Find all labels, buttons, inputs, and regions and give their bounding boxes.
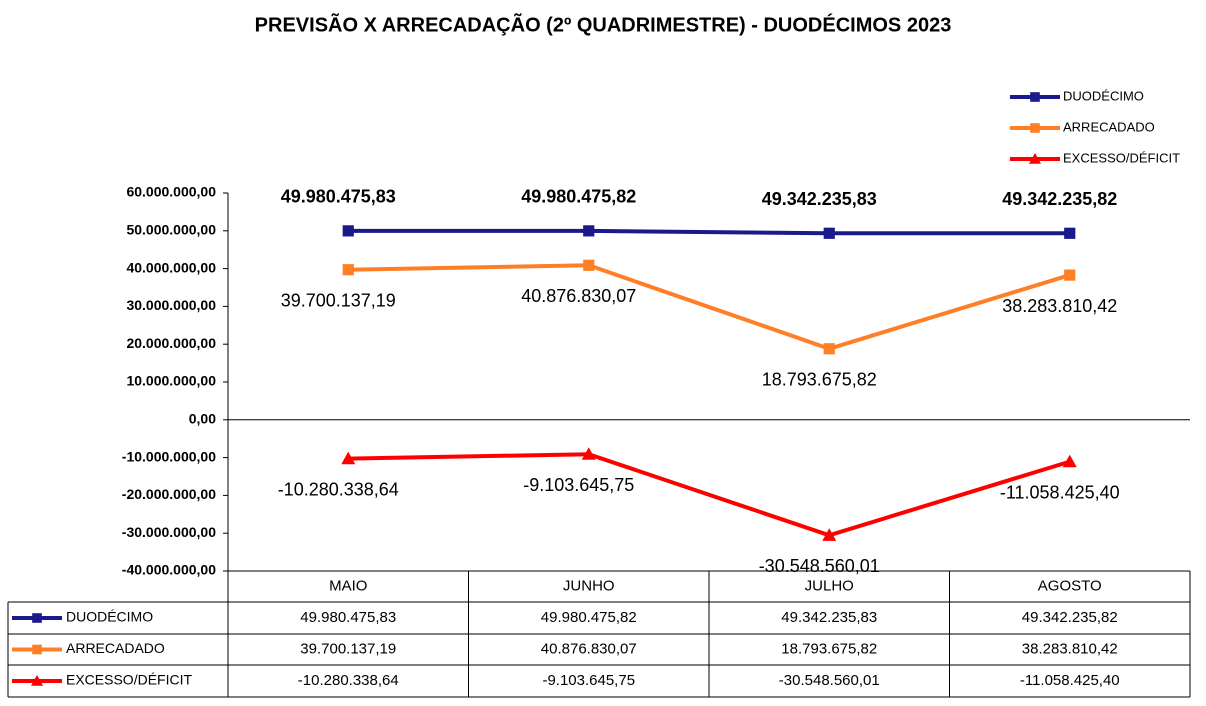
y-tick-label: 40.000.000,00 [126, 259, 216, 275]
data-label: 38.283.810,42 [1002, 296, 1117, 316]
y-tick-label: 0,00 [189, 411, 216, 427]
marker [341, 451, 356, 465]
marker [1064, 227, 1076, 239]
series-line [348, 452, 1071, 538]
table-row-label: EXCESSO/DÉFICIT [66, 672, 192, 688]
legend-label: ARRECADADO [1063, 119, 1155, 134]
series-line [348, 228, 1070, 236]
legend-label: EXCESSO/DÉFICIT [1063, 150, 1180, 165]
data-label: -10.280.338,64 [278, 479, 399, 499]
marker [342, 225, 354, 237]
y-tick-label: -20.000.000,00 [122, 486, 216, 502]
data-label: 40.876.830,07 [521, 286, 636, 306]
table-row-label: DUODÉCIMO [66, 609, 153, 625]
legend-label: DUODÉCIMO [1063, 88, 1144, 103]
x-tick-label: MAIO [329, 577, 367, 594]
x-tick-label: JUNHO [563, 577, 615, 594]
marker [822, 528, 837, 541]
table-cell: -10.280.338,64 [298, 672, 399, 689]
data-label: 49.342.235,82 [1002, 189, 1117, 209]
y-tick-label: -40.000.000,00 [122, 562, 216, 578]
y-tick-label: -10.000.000,00 [122, 448, 216, 464]
data-label: 49.980.475,82 [521, 187, 636, 207]
data-label: -30.548.560,01 [759, 556, 880, 576]
table-cell: 49.980.475,83 [300, 609, 396, 626]
data-label: 49.342.235,83 [762, 189, 877, 209]
marker [342, 264, 354, 276]
marker [583, 225, 595, 237]
x-tick-label: JULHO [805, 577, 854, 594]
table-cell: 49.342.235,82 [1022, 609, 1118, 626]
data-label: 39.700.137,19 [281, 290, 396, 310]
marker [581, 447, 596, 460]
data-label: -11.058.425,40 [1000, 482, 1120, 502]
y-tick-label: -30.000.000,00 [122, 524, 216, 540]
marker [32, 613, 42, 623]
y-tick-label: 20.000.000,00 [126, 335, 216, 351]
table-cell: -30.548.560,01 [779, 672, 880, 689]
table-cell: -11.058.425,40 [1020, 672, 1120, 689]
marker [583, 259, 595, 271]
y-tick-label: 30.000.000,00 [126, 297, 216, 313]
marker [1029, 153, 1041, 164]
table-cell: 49.342.235,83 [781, 609, 877, 626]
y-tick-label: 10.000.000,00 [126, 373, 216, 389]
marker [823, 227, 835, 239]
table-cell: -9.103.645,75 [542, 672, 635, 689]
marker [31, 675, 43, 686]
marker [1030, 92, 1040, 102]
x-tick-label: AGOSTO [1038, 577, 1102, 594]
marker [823, 343, 835, 355]
table-cell: 40.876.830,07 [541, 640, 637, 657]
data-label: -9.103.645,75 [523, 475, 634, 495]
table-cell: 18.793.675,82 [781, 640, 877, 657]
marker [32, 644, 42, 655]
chart-title: PREVISÃO X ARRECADAÇÃO (2º QUADRIMESTRE)… [255, 13, 952, 36]
y-tick-label: 60.000.000,00 [126, 184, 216, 200]
table-cell: 38.283.810,42 [1022, 640, 1118, 657]
marker [1030, 123, 1040, 133]
marker [1064, 269, 1076, 281]
y-tick-label: 50.000.000,00 [126, 222, 216, 238]
data-label: 18.793.675,82 [762, 370, 877, 390]
table-cell: 49.980.475,82 [541, 609, 637, 626]
series-line [348, 263, 1071, 351]
marker [1062, 454, 1077, 468]
data-label: 49.980.475,83 [281, 187, 396, 207]
table-cell: 39.700.137,19 [300, 640, 396, 657]
table-row-label: ARRECADADO [66, 640, 165, 656]
